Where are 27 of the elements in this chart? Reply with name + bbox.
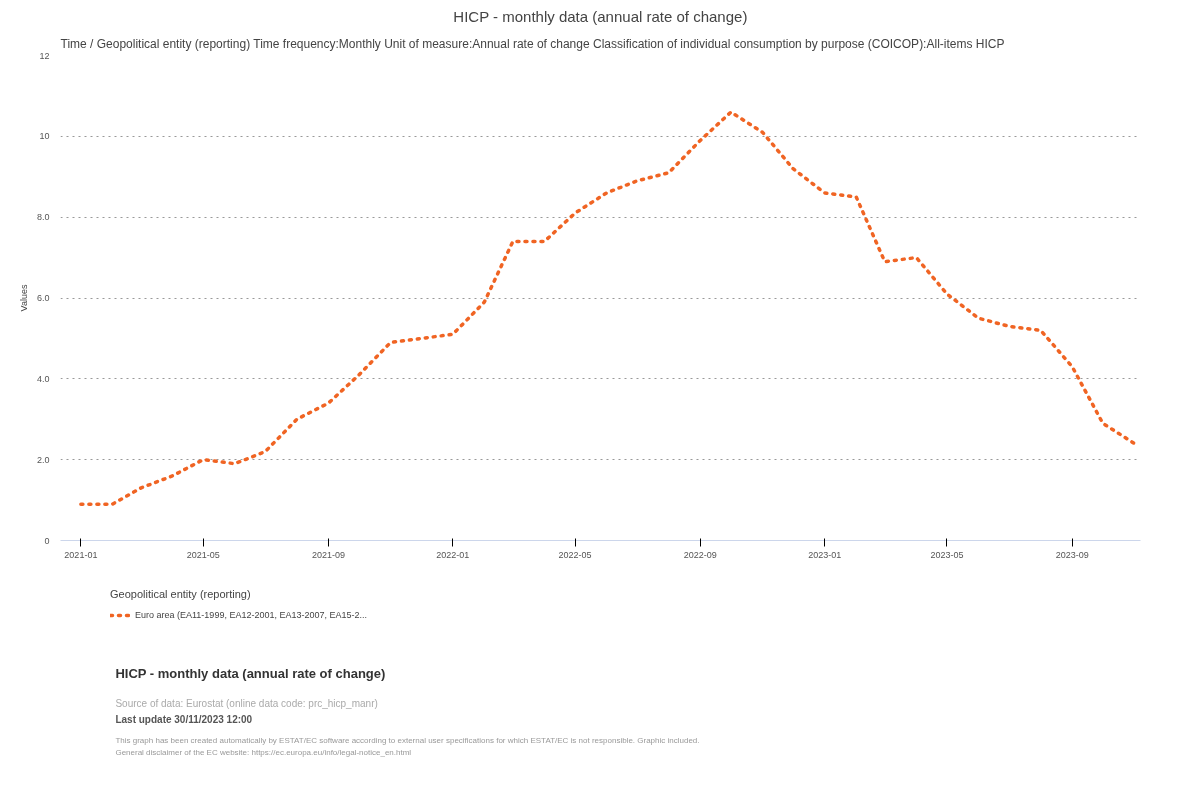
y-tick-label: 6.0 xyxy=(36,293,50,303)
text: HICP - monthly data (annual rate of change) xyxy=(115,665,386,681)
x-tick-label: 2023-09 xyxy=(1055,549,1089,560)
x-tick-label: 2023-05 xyxy=(930,549,964,560)
x-tick-label: 2021-01 xyxy=(64,549,98,560)
text: This graph has been created automatically by ESTAT/EC software according to external user specifications for which ESTAT/EC is not responsible. Graphic included. xyxy=(115,735,700,745)
x-tick-label: 2022-01 xyxy=(436,549,470,560)
source-note: Source of data: Eurostat (online data code: prc_hicp_manr) xyxy=(115,697,378,709)
chart-title: HICP - monthly data (annual rate of change) xyxy=(453,7,748,25)
line-series xyxy=(79,110,1137,506)
x-tick-label: 2021-05 xyxy=(186,549,220,560)
x-tick-label: 2022-09 xyxy=(683,549,717,560)
y-tick-label: 2.0 xyxy=(36,454,50,465)
chart-subtitle: Time / Geopolitical entity (reporting) Time frequency:Monthly Unit of measure:Annual rate of change Classification of individual consumption by purpose (COICOP):All-items HICP xyxy=(60,36,1005,51)
legend-label: Euro area (EA11-1999, EA12-2001, EA13-2007, EA15-2... xyxy=(135,610,367,620)
x-tick-label: 2022-05 xyxy=(558,549,592,560)
y-tick-label: 8.0 xyxy=(36,212,50,223)
y-tick-label: 12 xyxy=(39,50,50,61)
y-tick-label: 0 xyxy=(44,535,50,546)
y-tick-label: 10 xyxy=(39,131,50,142)
legend-title: Geopolitical entity (reporting) xyxy=(110,588,252,600)
x-tick-label: 2021-09 xyxy=(311,549,345,560)
y-axis-title: Values xyxy=(18,284,29,312)
text: Last update 30/11/2023 12:00 xyxy=(115,713,253,725)
y-tick-label: 4.0 xyxy=(36,373,50,384)
text: General disclaimer of the EC website: https://ec.europa.eu/info/legal-notice_en.html xyxy=(115,747,412,757)
x-tick-label: 2023-01 xyxy=(808,549,842,560)
